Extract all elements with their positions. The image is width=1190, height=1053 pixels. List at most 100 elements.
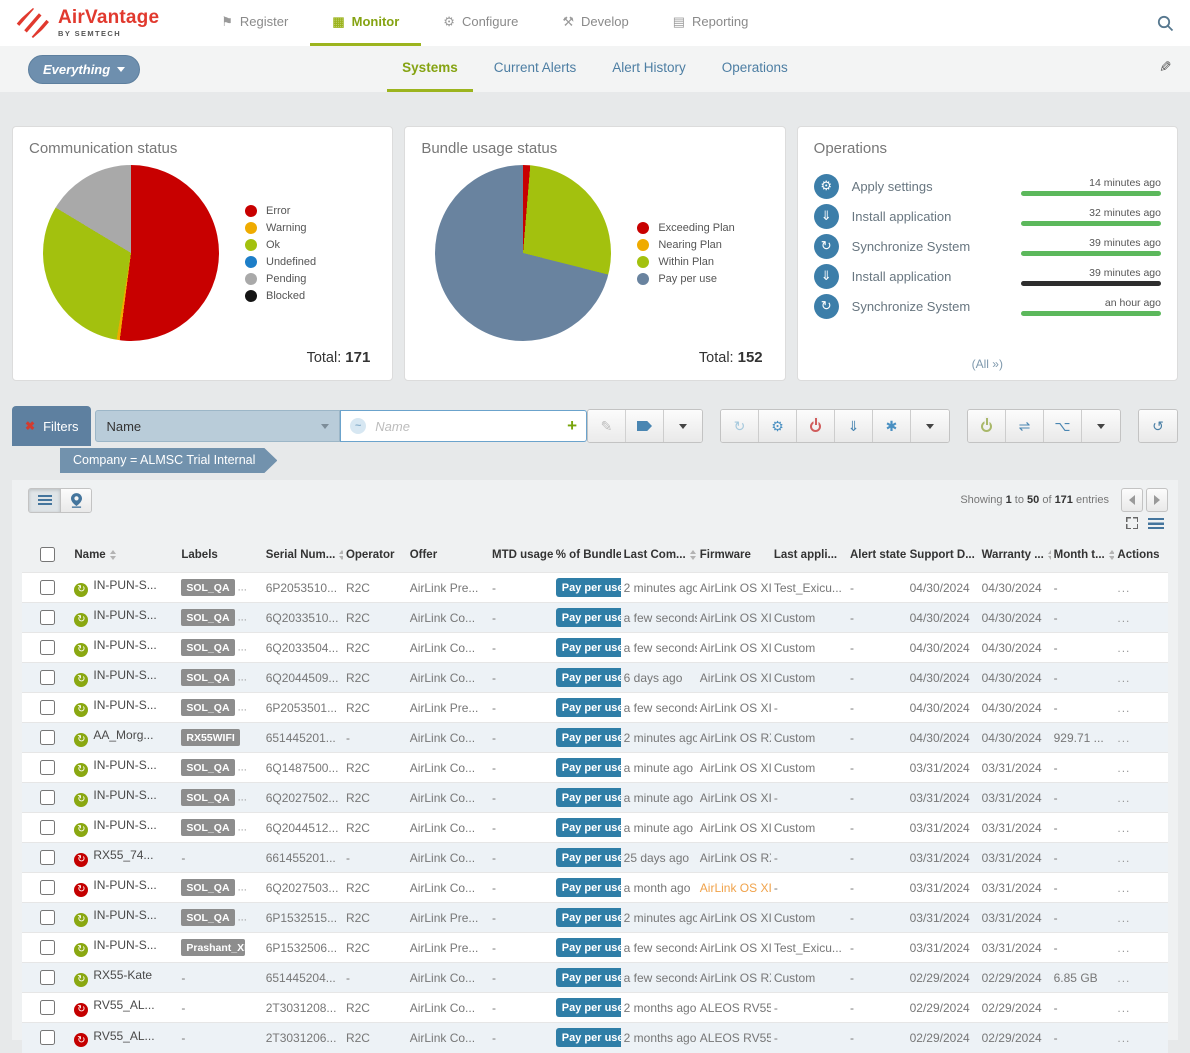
activate-button[interactable] xyxy=(968,410,1006,442)
system-name-link[interactable]: IN-PUN-S... xyxy=(93,788,156,802)
row-checkbox[interactable] xyxy=(40,940,55,955)
row-checkbox[interactable] xyxy=(40,1000,55,1015)
row-actions-menu[interactable]: ... xyxy=(1117,611,1130,625)
ops-more-button[interactable] xyxy=(911,410,949,442)
tab-systems[interactable]: Systems xyxy=(387,46,473,92)
table-columns-icon[interactable] xyxy=(1148,518,1164,529)
column-header--of-bundle[interactable]: % of Bundle xyxy=(553,537,621,573)
select-all-checkbox[interactable] xyxy=(40,547,55,562)
system-name-link[interactable]: IN-PUN-S... xyxy=(93,578,156,592)
edit-more-button[interactable] xyxy=(664,410,702,442)
airvantage-logo[interactable]: AirVantage BY SEMTECH xyxy=(0,0,173,46)
row-actions-menu[interactable]: ... xyxy=(1117,731,1130,745)
sort-toggle-icon[interactable] xyxy=(690,550,696,560)
system-name-link[interactable]: RV55_AL... xyxy=(93,998,154,1012)
label-badge[interactable]: RX55WIFI xyxy=(181,729,239,746)
operation-row[interactable]: ↻Synchronize System39 minutes ago xyxy=(814,231,1161,261)
row-actions-menu[interactable]: ... xyxy=(1117,941,1130,955)
system-name-link[interactable]: IN-PUN-S... xyxy=(93,698,156,712)
row-actions-menu[interactable]: ... xyxy=(1117,581,1130,595)
nav-item-reporting[interactable]: ▤Reporting xyxy=(651,0,771,46)
label-badge[interactable]: SOL_QA xyxy=(181,699,234,716)
sort-toggle-icon[interactable] xyxy=(1048,550,1051,560)
sync-button[interactable]: ↻ xyxy=(721,410,759,442)
label-badge[interactable]: SOL_QA xyxy=(181,609,234,626)
system-name-link[interactable]: RX55-Kate xyxy=(93,968,152,982)
list-view-button[interactable] xyxy=(29,489,60,512)
label-badge[interactable]: Prashant_XP xyxy=(181,939,245,956)
column-header-serial-num-[interactable]: Serial Num... xyxy=(263,537,343,573)
row-checkbox[interactable] xyxy=(40,1030,55,1045)
row-checkbox[interactable] xyxy=(40,670,55,685)
map-view-button[interactable] xyxy=(60,489,91,512)
row-actions-menu[interactable]: ... xyxy=(1117,641,1130,655)
row-actions-menu[interactable]: ... xyxy=(1117,701,1130,715)
row-checkbox[interactable] xyxy=(40,850,55,865)
row-checkbox[interactable] xyxy=(40,970,55,985)
column-header-last-com-[interactable]: Last Com... xyxy=(621,537,697,573)
row-actions-menu[interactable]: ... xyxy=(1117,761,1130,775)
row-checkbox[interactable] xyxy=(40,910,55,925)
row-checkbox[interactable] xyxy=(40,610,55,625)
system-name-link[interactable]: IN-PUN-S... xyxy=(93,608,156,622)
column-header-support-d-[interactable]: Support D... xyxy=(907,537,979,573)
tab-alert-history[interactable]: Alert History xyxy=(597,46,701,92)
row-checkbox[interactable] xyxy=(40,730,55,745)
install-app-button[interactable]: ⇓ xyxy=(835,410,873,442)
sort-toggle-icon[interactable] xyxy=(339,550,343,560)
nav-item-monitor[interactable]: ▦Monitor xyxy=(310,0,421,46)
label-badge[interactable]: SOL_QA xyxy=(181,819,234,836)
label-badge[interactable]: SOL_QA xyxy=(181,759,234,776)
label-badge[interactable]: SOL_QA xyxy=(181,579,234,596)
operation-row[interactable]: ⚙Apply settings14 minutes ago xyxy=(814,171,1161,201)
system-name-link[interactable]: RX55_74... xyxy=(93,848,153,862)
operator-contains-icon[interactable]: ~ xyxy=(350,418,366,434)
system-name-link[interactable]: IN-PUN-S... xyxy=(93,818,156,832)
lifecycle-more-button[interactable] xyxy=(1082,410,1120,442)
row-checkbox[interactable] xyxy=(40,880,55,895)
active-filter-chip[interactable]: Company = ALMSC Trial Internal xyxy=(60,448,277,473)
clear-filters-icon[interactable]: ✖ xyxy=(25,419,35,433)
bundle-usage-pie[interactable] xyxy=(435,165,611,341)
data-sync-button[interactable]: ⇌ xyxy=(1006,410,1044,442)
label-badge[interactable]: SOL_QA xyxy=(181,669,234,686)
label-badge[interactable]: SOL_QA xyxy=(181,879,234,896)
row-checkbox[interactable] xyxy=(40,790,55,805)
tab-current-alerts[interactable]: Current Alerts xyxy=(479,46,592,92)
sort-toggle-icon[interactable] xyxy=(1109,550,1115,560)
row-actions-menu[interactable]: ... xyxy=(1117,671,1130,685)
scope-selector[interactable]: Everything xyxy=(28,55,140,84)
operation-row[interactable]: ⇓Install application32 minutes ago xyxy=(814,201,1161,231)
row-actions-menu[interactable]: ... xyxy=(1117,971,1130,985)
operation-row[interactable]: ↻Synchronize Systeman hour ago xyxy=(814,291,1161,321)
search-icon[interactable] xyxy=(1157,15,1174,32)
apply-template-button[interactable]: ✱ xyxy=(873,410,911,442)
system-name-link[interactable]: AA_Morg... xyxy=(93,728,153,742)
next-page-button[interactable] xyxy=(1146,488,1168,512)
row-actions-menu[interactable]: ... xyxy=(1117,1031,1130,1045)
filter-value-input[interactable] xyxy=(373,418,560,435)
edit-button[interactable]: ✎ xyxy=(588,410,626,442)
nav-item-develop[interactable]: ⚒Develop xyxy=(540,0,650,46)
nav-item-register[interactable]: ⚑Register xyxy=(199,0,310,46)
column-header-month-t-[interactable]: Month t... xyxy=(1051,537,1115,573)
communication-status-pie[interactable] xyxy=(43,165,219,341)
system-name-link[interactable]: RV55_AL... xyxy=(93,1029,154,1043)
row-checkbox[interactable] xyxy=(40,700,55,715)
row-checkbox[interactable] xyxy=(40,820,55,835)
system-name-link[interactable]: IN-PUN-S... xyxy=(93,878,156,892)
apply-settings-button[interactable]: ⚙ xyxy=(759,410,797,442)
reset-button[interactable]: ↺ xyxy=(1139,410,1177,442)
filter-field-select[interactable]: Name xyxy=(95,410,340,442)
system-name-link[interactable]: IN-PUN-S... xyxy=(93,908,156,922)
system-name-link[interactable]: IN-PUN-S... xyxy=(93,638,156,652)
column-header-mtd-usage[interactable]: MTD usage xyxy=(489,537,553,573)
label-badge[interactable]: SOL_QA xyxy=(181,789,234,806)
label-button[interactable] xyxy=(626,410,664,442)
row-checkbox[interactable] xyxy=(40,760,55,775)
sort-toggle-icon[interactable] xyxy=(110,550,116,560)
fullscreen-icon[interactable] xyxy=(1126,517,1138,529)
row-actions-menu[interactable]: ... xyxy=(1117,1001,1130,1015)
nav-item-configure[interactable]: ⚙Configure xyxy=(421,0,540,46)
system-name-link[interactable]: IN-PUN-S... xyxy=(93,938,156,952)
